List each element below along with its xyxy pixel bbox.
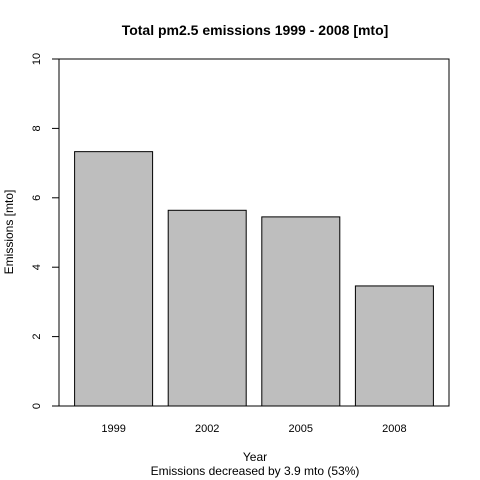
plot-frame: [58, 58, 450, 407]
chart-subtitle: Emissions decreased by 3.9 mto (53%): [151, 464, 360, 478]
x-tick-label: 2002: [195, 423, 219, 435]
x-tick-label: 1999: [101, 423, 125, 435]
y-tick-label: 0: [31, 403, 43, 409]
bar-2002: [167, 209, 247, 407]
y-tick-label: 6: [31, 195, 43, 201]
x-axis-title: Year: [243, 450, 267, 464]
x-tick-label: 2005: [289, 423, 313, 435]
bar-2008: [354, 285, 434, 407]
bars: [74, 151, 434, 407]
bar-1999: [74, 151, 154, 407]
y-axis-title: Emissions [mto]: [2, 190, 16, 275]
x-tick-label: 2008: [382, 423, 406, 435]
x-axis-labels: 1999 2002 2005 2008: [101, 423, 406, 435]
y-tick-label: 8: [31, 125, 43, 131]
bar-2005: [261, 216, 341, 407]
y-tick-label: 4: [31, 264, 43, 270]
y-tick-label: 10: [31, 53, 43, 65]
chart-title: Total pm2.5 emissions 1999 - 2008 [mto]: [122, 22, 389, 38]
y-tick-label: 2: [31, 334, 43, 340]
y-axis: 0 2 4 6 8 10: [31, 53, 59, 409]
